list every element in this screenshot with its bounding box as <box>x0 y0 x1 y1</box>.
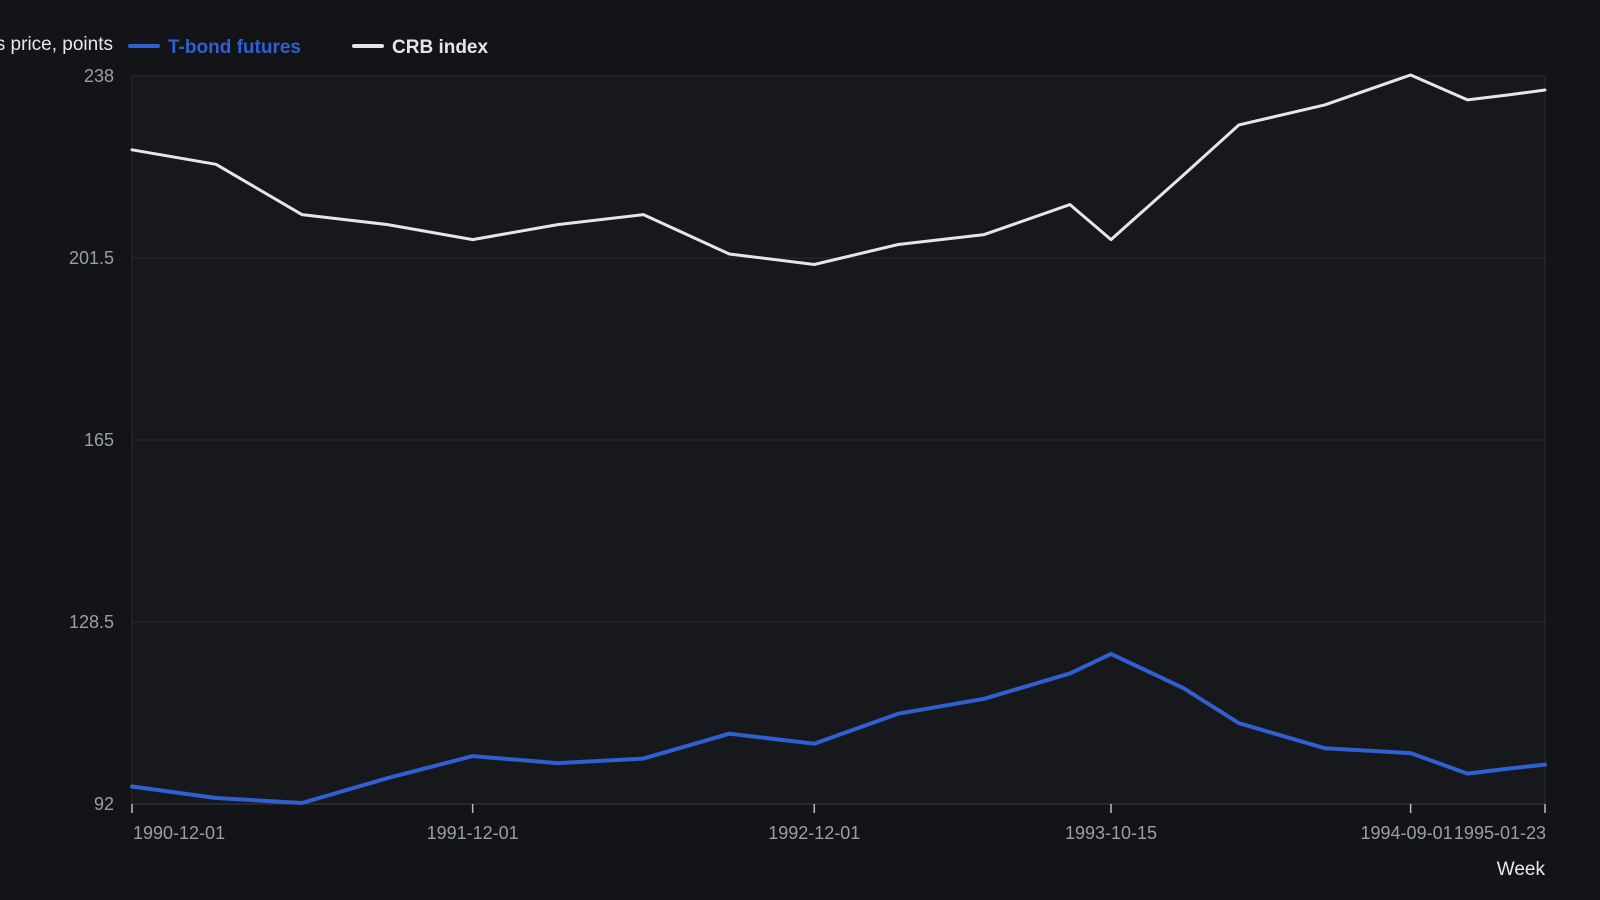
x-tick-label: 1993-10-15 <box>1065 823 1157 843</box>
series-lines <box>130 73 1547 805</box>
axes: 92 128.5 165 201.5 238 1990-12-01 1991-12-01 19… <box>69 66 1546 843</box>
legend: T-bond futures CRB index <box>128 37 489 58</box>
x-tick-label: 1994-09-01 <box>1361 823 1453 843</box>
y-tick-label: 238 <box>84 66 114 86</box>
x-axis-title: Week <box>1497 859 1546 880</box>
legend-label-tbond: T-bond futures <box>168 37 301 58</box>
y-axis-title: Futures price, points <box>0 34 113 55</box>
x-tick-label: 1990-12-01 <box>133 823 225 843</box>
legend-label-crb: CRB index <box>392 37 489 58</box>
series-line-crb[interactable] <box>130 73 1547 266</box>
y-tick-label: 128.5 <box>69 612 114 632</box>
legend-item-tbond[interactable]: T-bond futures <box>128 37 301 58</box>
y-tick-label: 201.5 <box>69 248 114 268</box>
series-line-tbond[interactable] <box>130 651 1547 805</box>
x-tick-label: 1991-12-01 <box>427 823 519 843</box>
x-tick-label: 1992-12-01 <box>768 823 860 843</box>
legend-item-crb[interactable]: CRB index <box>352 37 489 58</box>
x-tick-label: 1995-01-23 <box>1454 823 1546 843</box>
y-tick-label: 165 <box>84 430 114 450</box>
y-tick-label: 92 <box>94 794 114 814</box>
